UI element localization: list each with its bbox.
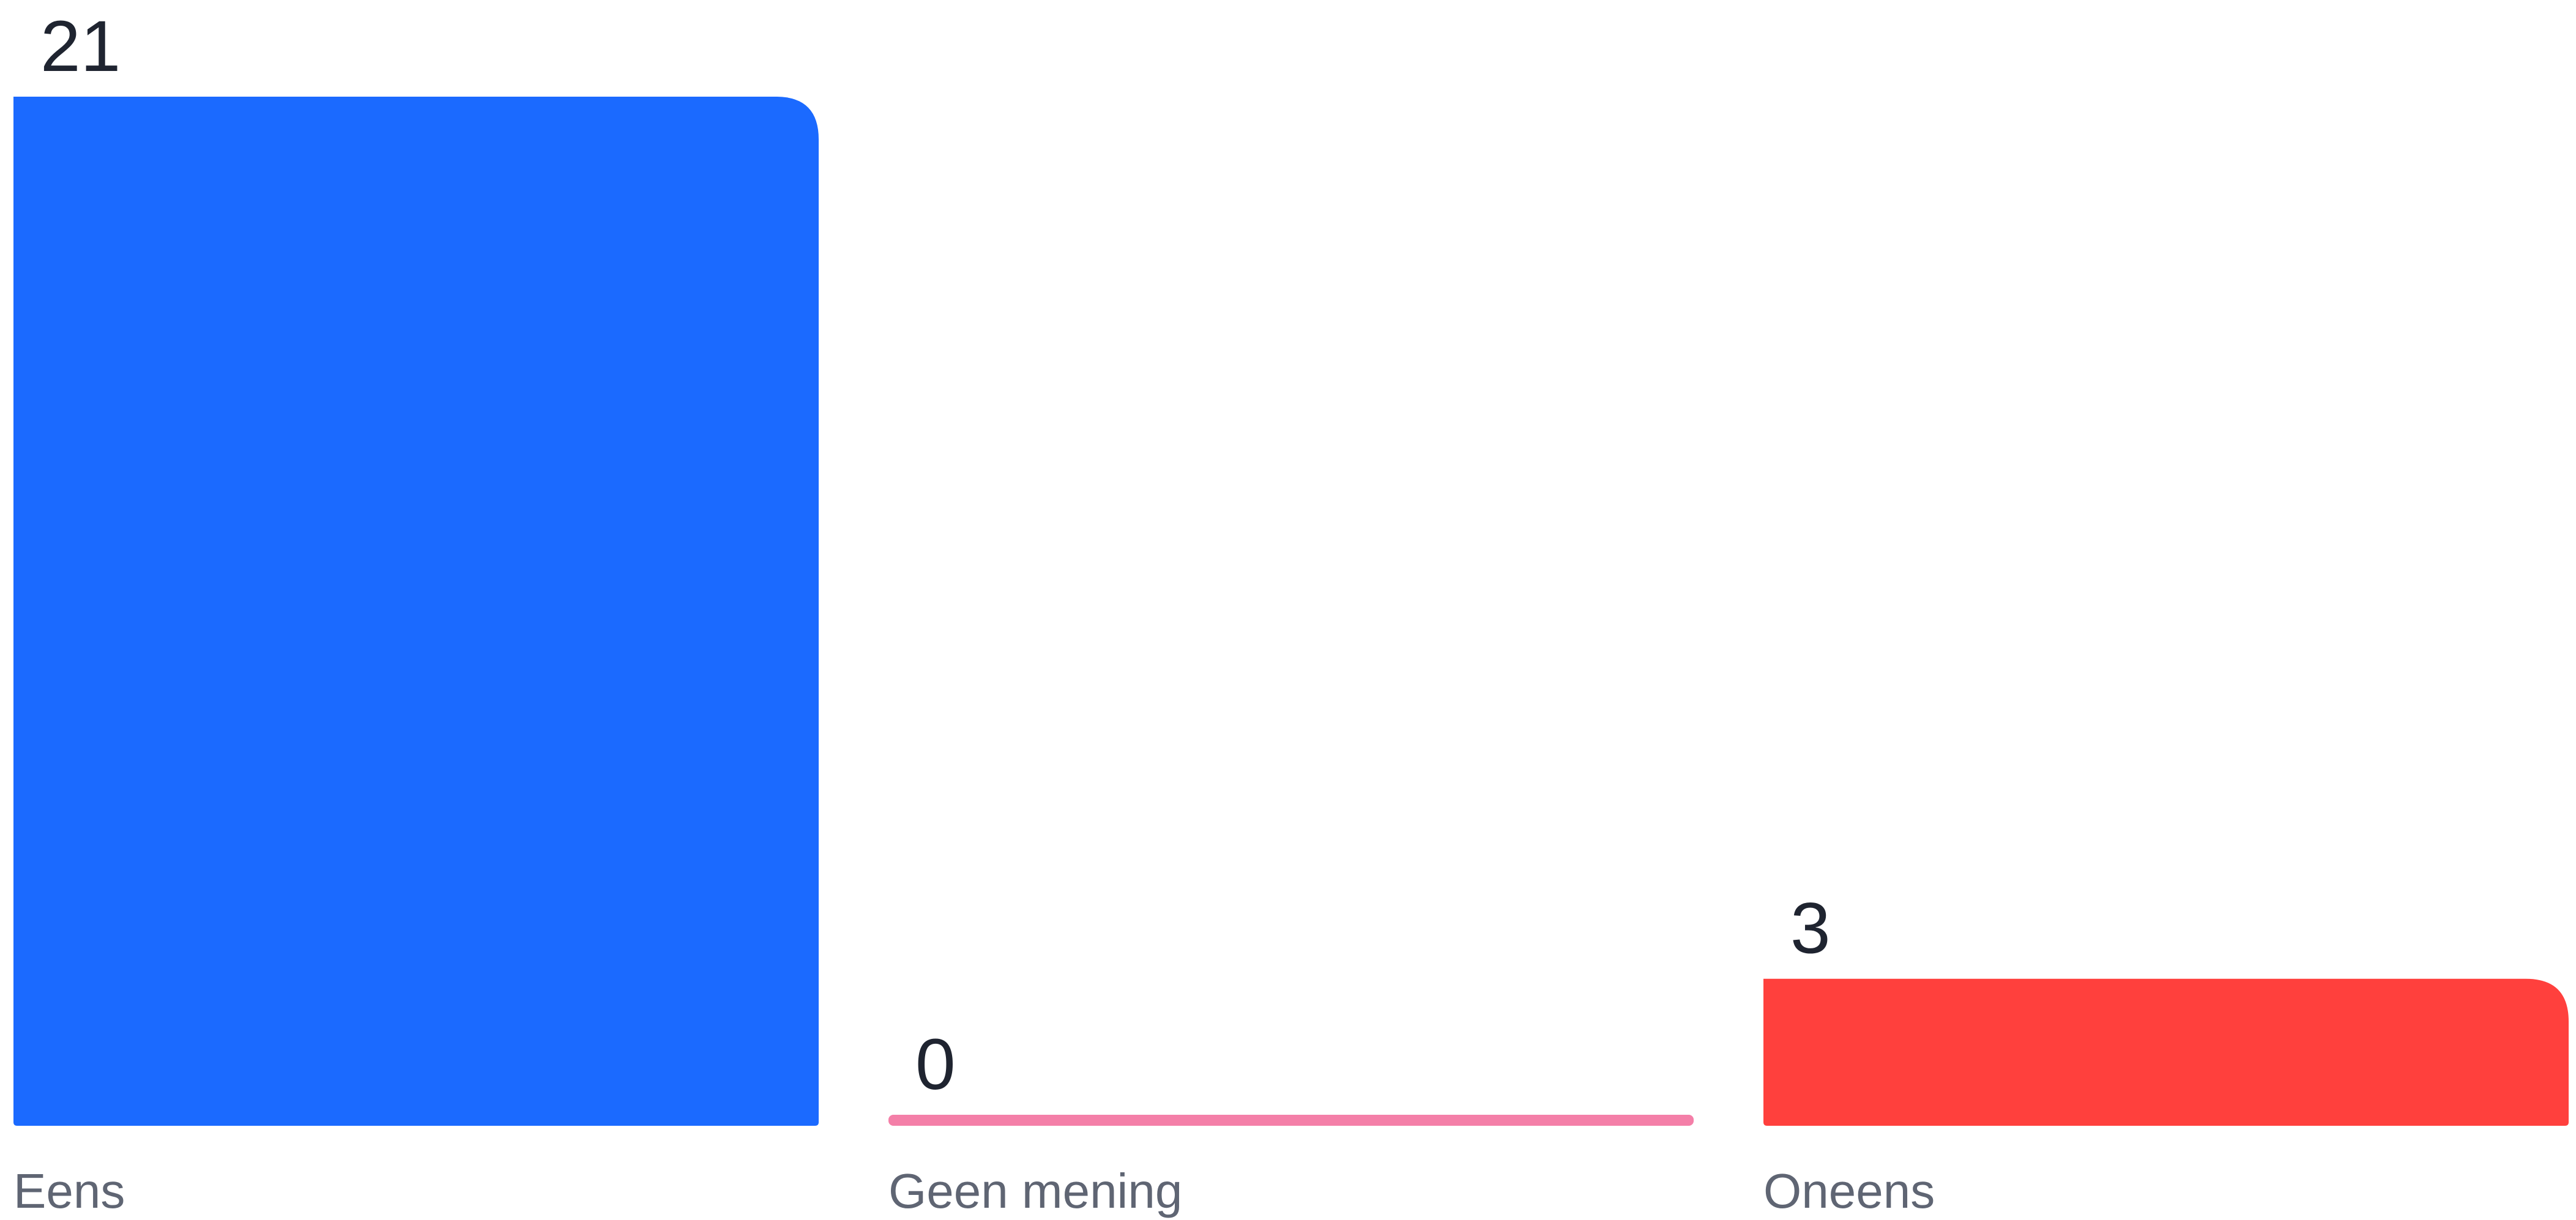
value-label-oneens: 3 bbox=[1790, 888, 1831, 969]
category-label-oneens: Oneens bbox=[1763, 1164, 1935, 1218]
category-labels-layer: Eens Geen mening Oneens bbox=[13, 1164, 1935, 1218]
value-label-eens: 21 bbox=[40, 6, 121, 87]
value-labels-layer: 21 0 3 bbox=[40, 6, 1831, 1105]
bar-oneens bbox=[1763, 978, 2569, 1126]
category-label-eens: Eens bbox=[13, 1164, 125, 1218]
bars-layer bbox=[13, 97, 2569, 1126]
category-label-geen-mening: Geen mening bbox=[888, 1164, 1182, 1218]
bar-geen-mening bbox=[888, 1115, 1694, 1126]
bar-eens bbox=[13, 97, 819, 1126]
value-label-geen-mening: 0 bbox=[915, 1024, 956, 1105]
